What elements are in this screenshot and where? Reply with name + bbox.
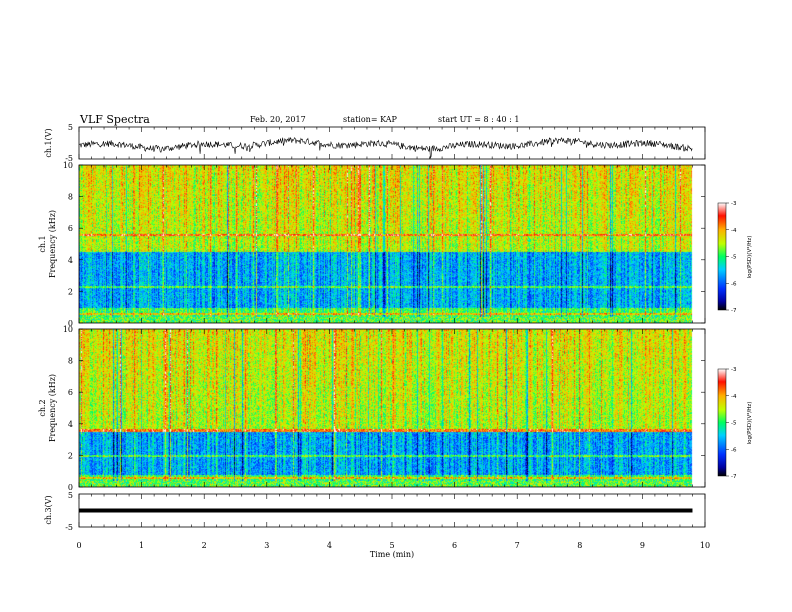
ch2-spectrogram-image <box>79 329 705 487</box>
x-tick-label: 4 <box>327 541 332 550</box>
y-tick-label: 8 <box>68 193 73 202</box>
y-tick-label: 2 <box>68 287 73 296</box>
colorbar-tick-label: -7 <box>731 474 737 480</box>
x-tick-label: 10 <box>700 541 710 550</box>
x-tick-label: 9 <box>640 541 645 550</box>
y-tick-label: 0 <box>68 483 73 492</box>
ch1-waveform-trace <box>78 137 693 160</box>
ch1-colorbar-gradient <box>717 202 727 311</box>
y-tick-label: 4 <box>68 420 73 429</box>
y-tick-label: 10 <box>63 161 73 170</box>
ch1-waveform-ticks <box>78 127 706 159</box>
ch1-spectrogram-yticks: 0 2 4 6 8 10 <box>63 161 705 328</box>
y-tick-label: 6 <box>68 224 73 233</box>
ch3-ytick-5: 5 <box>68 491 73 500</box>
x-tick-label: 3 <box>264 541 269 550</box>
colorbar-tick-label: -6 <box>731 281 737 287</box>
x-tick-label: 0 <box>76 541 81 550</box>
colorbar-tick-label: -3 <box>731 367 737 373</box>
ch1-colorbar-ticks: -3 -4 -5 -6 -7 <box>726 201 737 314</box>
date-label: Feb. 20, 2017 <box>250 115 306 124</box>
colorbar-tick-label: -4 <box>731 394 737 400</box>
colorbar-tick-label: -6 <box>731 447 737 453</box>
ch2-colorbar: -3 -4 -5 -6 -7 log(PSD)(V²/Hz) <box>717 367 753 480</box>
x-axis-tick-labels: 0 1 2 3 4 5 6 7 8 9 10 <box>76 541 710 550</box>
ch1-colorbar: -3 -4 -5 -6 -7 log(PSD)(V²/Hz) <box>717 201 753 314</box>
ch1-spectrogram-ylabel-channel: ch.1 <box>38 235 47 252</box>
y-tick-label: 2 <box>68 451 73 460</box>
ch1-spectrogram-panel: 0 2 4 6 8 10 ch.1 Frequency (kHz) <box>38 161 706 328</box>
ch3-waveform-ylabel: ch.3(V) <box>44 495 53 524</box>
ch2-colorbar-label: log(PSD)(V²/Hz) <box>746 402 753 445</box>
ch1-spectrogram-ticks <box>78 165 706 323</box>
x-axis-label: Time (min) <box>370 550 414 559</box>
ch1-spectrogram-ylabel-frequency: Frequency (kHz) <box>48 210 57 278</box>
ch3-waveform-panel: 5 -5 ch.3(V) <box>44 491 706 532</box>
y-tick-label: 0 <box>68 319 73 328</box>
ch1-spectrogram-image <box>79 165 705 323</box>
ch3-waveform-ticks <box>78 494 706 527</box>
y-tick-label: 4 <box>68 256 73 265</box>
ch1-waveform-ylabel: ch.1(V) <box>44 128 53 157</box>
x-tick-label: 5 <box>389 541 394 550</box>
y-tick-label: 8 <box>68 357 73 366</box>
start-time-label: start UT = 8 : 40 : 1 <box>438 115 519 124</box>
ch2-spectrogram-ylabel-channel: ch.2 <box>38 399 47 416</box>
colorbar-tick-label: -5 <box>731 421 737 427</box>
x-tick-label: 7 <box>515 541 520 550</box>
ch2-spectrogram-ylabel-frequency: Frequency (kHz) <box>48 374 57 442</box>
colorbar-tick-label: -7 <box>731 308 737 314</box>
figure-title: VLF Spectra <box>79 113 150 126</box>
x-tick-label: 8 <box>577 541 582 550</box>
ch1-ytick-5: 5 <box>68 123 73 132</box>
ch2-spectrogram-panel: 0 2 4 6 8 10 ch.2 Frequency (kHz) <box>38 325 706 492</box>
colorbar-tick-label: -3 <box>731 201 737 207</box>
x-tick-label: 2 <box>202 541 207 550</box>
ch3-ytick-neg5: -5 <box>65 523 73 532</box>
ch2-colorbar-ticks: -3 -4 -5 -6 -7 <box>726 367 737 480</box>
ch2-spectrogram-yticks: 0 2 4 6 8 10 <box>63 325 705 492</box>
ch1-colorbar-label: log(PSD)(V²/Hz) <box>746 236 753 279</box>
ch1-ytick-neg5: -5 <box>65 154 73 163</box>
ch1-waveform-panel: 5 -5 ch.1(V) <box>44 123 706 163</box>
station-label: station= KAP <box>343 115 398 124</box>
x-tick-label: 1 <box>139 541 144 550</box>
y-tick-label: 6 <box>68 388 73 397</box>
colorbar-tick-label: -4 <box>731 228 737 234</box>
colorbar-tick-label: -5 <box>731 255 737 261</box>
x-tick-label: 6 <box>452 541 457 550</box>
y-tick-label: 10 <box>63 325 73 334</box>
ch2-colorbar-gradient <box>717 368 727 477</box>
ch2-spectrogram-ticks <box>78 329 706 487</box>
